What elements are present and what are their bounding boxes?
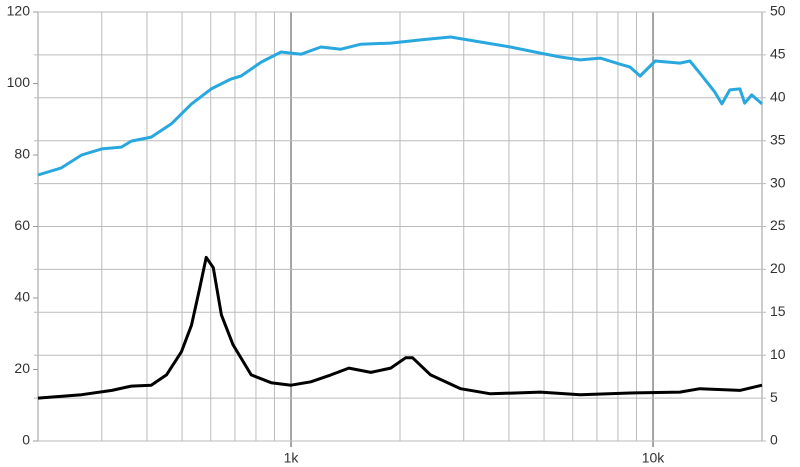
x-tick-label: 10k xyxy=(642,450,666,466)
y2-tick-label: 40 xyxy=(770,89,786,105)
y-tick-label: 80 xyxy=(14,146,30,162)
y-tick-label: 60 xyxy=(14,217,30,233)
y-tick-label: 40 xyxy=(14,289,30,305)
y2-tick-label: 25 xyxy=(770,217,786,233)
y-tick-label: 0 xyxy=(22,432,30,448)
y2-tick-label: 5 xyxy=(770,389,778,405)
y2-tick-label: 0 xyxy=(770,432,778,448)
y-tick-label: 100 xyxy=(7,74,31,90)
y-tick-label: 20 xyxy=(14,360,30,376)
series-line xyxy=(37,35,763,177)
y2-tick-label: 20 xyxy=(770,260,786,276)
y2-tick-label: 50 xyxy=(770,3,786,19)
y2-tick-label: 45 xyxy=(770,46,786,62)
y2-tick-label: 15 xyxy=(770,303,786,319)
y2-tick-label: 10 xyxy=(770,346,786,362)
y2-tick-label: 30 xyxy=(770,174,786,190)
y2-tick-label: 35 xyxy=(770,131,786,147)
x-tick-label: 1k xyxy=(284,450,300,466)
series-line xyxy=(37,255,763,400)
y-tick-label: 120 xyxy=(7,3,31,19)
